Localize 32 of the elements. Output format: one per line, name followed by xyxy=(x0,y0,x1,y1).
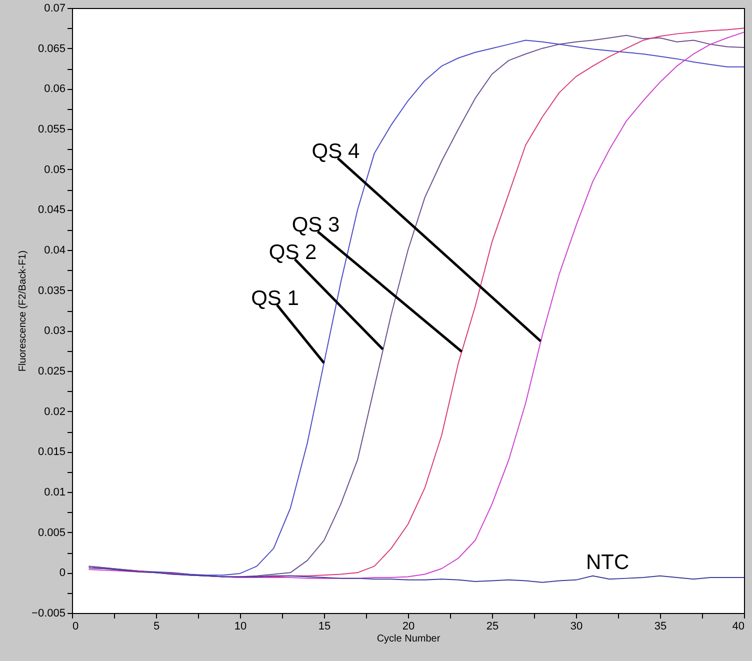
x-tick-label: 15 xyxy=(318,620,331,632)
y-tick-label: 0.03 xyxy=(44,325,66,338)
y-tick-label: 0.01 xyxy=(44,486,66,498)
annotation: NTC xyxy=(586,551,630,574)
y-tick-label: 0.04 xyxy=(44,244,66,256)
y-tick-label: 0.02 xyxy=(44,406,66,418)
annotation: QS 3 xyxy=(292,214,340,237)
y-tick-label: 0 xyxy=(59,567,66,580)
x-tick-label: 10 xyxy=(234,620,247,632)
x-tick-label: 30 xyxy=(570,620,583,632)
y-tick-label: 0.025 xyxy=(38,366,66,378)
y-tick-label: −0.005 xyxy=(32,608,66,620)
y-axis-title: Fluorescence (F2/Back-F1) xyxy=(18,250,29,372)
annotation: QS 1 xyxy=(251,286,299,310)
x-tick-label: 40 xyxy=(732,620,744,632)
y-tick-label: 0.07 xyxy=(44,2,66,14)
x-tick-label: 25 xyxy=(486,620,499,632)
x-axis-title: Cycle Number xyxy=(376,634,441,644)
y-tick-label: 0.045 xyxy=(38,204,66,216)
y-tick-label: 0.005 xyxy=(38,526,66,539)
y-tick-label: 0.035 xyxy=(38,284,66,297)
x-tick-label: 20 xyxy=(402,620,415,632)
annotation: QS 4 xyxy=(312,140,360,164)
y-tick-label: 0.065 xyxy=(38,42,66,55)
y-tick-label: 0.05 xyxy=(44,164,66,176)
x-tick-label: 35 xyxy=(654,620,667,632)
y-tick-label: 0.06 xyxy=(44,83,66,96)
annotation: QS 2 xyxy=(268,241,317,264)
y-tick-label: 0.015 xyxy=(38,446,66,458)
x-tick-label: 5 xyxy=(153,620,160,632)
y-tick-label: 0.055 xyxy=(38,124,66,136)
x-tick-label: 0 xyxy=(72,620,79,632)
